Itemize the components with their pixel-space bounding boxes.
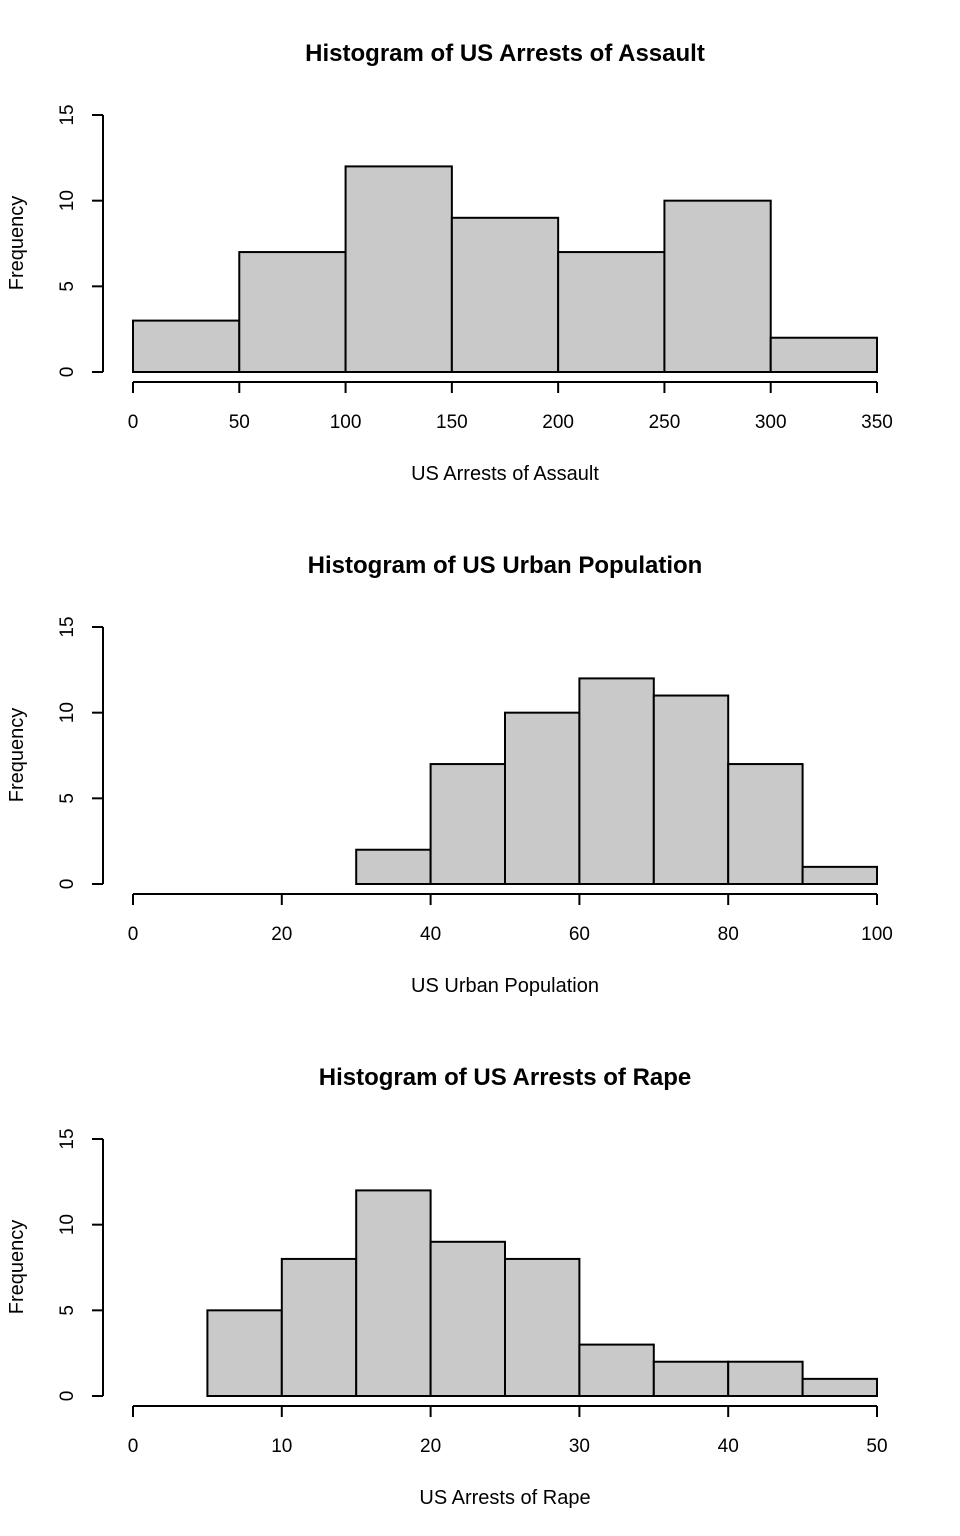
x-axis: 0 50 100 150 200 250 300 350 <box>128 381 893 433</box>
y-axis-label: Frequency <box>6 1220 28 1315</box>
x-axis: 0 20 40 60 80 100 <box>128 893 893 945</box>
histogram-bar <box>355 848 432 886</box>
x-axis-label: US Arrests of Assault <box>411 463 599 485</box>
x-tick-label: 20 <box>420 1436 441 1457</box>
x-axis: 0 10 20 30 40 50 <box>128 1405 888 1457</box>
chart-title: Histogram of US Arrests of Rape <box>319 1064 692 1091</box>
y-axis-label: Frequency <box>6 196 28 291</box>
bars <box>206 1189 878 1398</box>
histogram-bar <box>727 763 804 885</box>
histogram-bar <box>652 694 730 885</box>
x-axis-label: US Urban Population <box>411 975 599 997</box>
histogram-bar <box>238 251 347 373</box>
x-tick-label: 0 <box>128 412 139 433</box>
x-tick-label: 250 <box>649 412 681 433</box>
chart-title: Histogram of US Arrests of Assault <box>305 40 705 67</box>
histogram-bar <box>355 1189 432 1397</box>
histogram-urban-population-svg: Histogram of US Urban Population US Urba… <box>6 552 893 997</box>
x-tick-label: 40 <box>420 924 441 945</box>
y-axis: 0 5 10 15 <box>57 104 104 378</box>
y-tick-label: 5 <box>57 1305 78 1316</box>
histogram-panel-assault: Histogram of US Arrests of Assault US Ar… <box>0 0 960 512</box>
y-tick-label: 0 <box>57 879 78 890</box>
y-tick-label: 0 <box>57 1391 78 1402</box>
y-axis-label: Frequency <box>6 708 28 803</box>
x-axis-label: US Arrests of Rape <box>419 1487 590 1509</box>
histogram-panel-urban-population: Histogram of US Urban Population US Urba… <box>0 512 960 1024</box>
x-tick-label: 0 <box>128 1436 139 1457</box>
x-tick-label: 30 <box>569 1436 590 1457</box>
x-tick-label: 300 <box>755 412 787 433</box>
x-tick-label: 20 <box>271 924 292 945</box>
histogram-bar <box>132 319 241 374</box>
x-tick-label: 40 <box>718 1436 739 1457</box>
y-tick-label: 0 <box>57 367 78 378</box>
y-tick-label: 5 <box>57 281 78 292</box>
histogram-bar <box>429 763 507 885</box>
x-tick-label: 100 <box>330 412 362 433</box>
bars <box>132 165 879 374</box>
histogram-bar <box>578 1343 655 1398</box>
histogram-bar <box>206 1309 283 1398</box>
y-tick-label: 15 <box>57 104 78 125</box>
x-tick-label: 60 <box>569 924 590 945</box>
histogram-panel-rape: Histogram of US Arrests of Rape US Arres… <box>0 1024 960 1536</box>
histogram-bar <box>801 1377 878 1398</box>
histogram-bar <box>652 1360 730 1398</box>
x-tick-label: 50 <box>866 1436 887 1457</box>
histogram-bar <box>801 865 878 886</box>
y-tick-label: 10 <box>57 190 78 211</box>
histogram-bar <box>663 199 772 373</box>
x-tick-label: 50 <box>229 412 250 433</box>
x-tick-label: 200 <box>542 412 574 433</box>
y-tick-label: 15 <box>57 1128 78 1149</box>
y-tick-label: 5 <box>57 793 78 804</box>
x-tick-label: 150 <box>436 412 468 433</box>
x-tick-label: 0 <box>128 924 139 945</box>
histogram-bar <box>504 1257 581 1397</box>
histogram-bar <box>280 1257 358 1397</box>
y-tick-label: 15 <box>57 616 78 637</box>
histogram-bar <box>557 251 666 373</box>
y-axis: 0 5 10 15 <box>57 616 104 890</box>
histogram-bar <box>429 1240 507 1397</box>
chart-title: Histogram of US Urban Population <box>308 552 703 579</box>
x-tick-label: 100 <box>861 924 893 945</box>
y-axis: 0 5 10 15 <box>57 1128 104 1402</box>
histogram-bar <box>769 336 879 374</box>
histogram-rape-svg: Histogram of US Arrests of Rape US Arres… <box>6 1064 888 1509</box>
histogram-bar <box>578 677 655 885</box>
x-tick-label: 350 <box>861 412 893 433</box>
histogram-bar <box>727 1360 804 1398</box>
bars <box>355 677 878 886</box>
histogram-assault-svg: Histogram of US Arrests of Assault US Ar… <box>6 40 893 485</box>
y-tick-label: 10 <box>57 1214 78 1235</box>
x-tick-label: 80 <box>718 924 739 945</box>
histogram-bar <box>344 165 453 373</box>
y-tick-label: 10 <box>57 702 78 723</box>
histogram-bar <box>450 216 560 373</box>
x-tick-label: 10 <box>271 1436 292 1457</box>
histogram-bar <box>504 711 581 885</box>
